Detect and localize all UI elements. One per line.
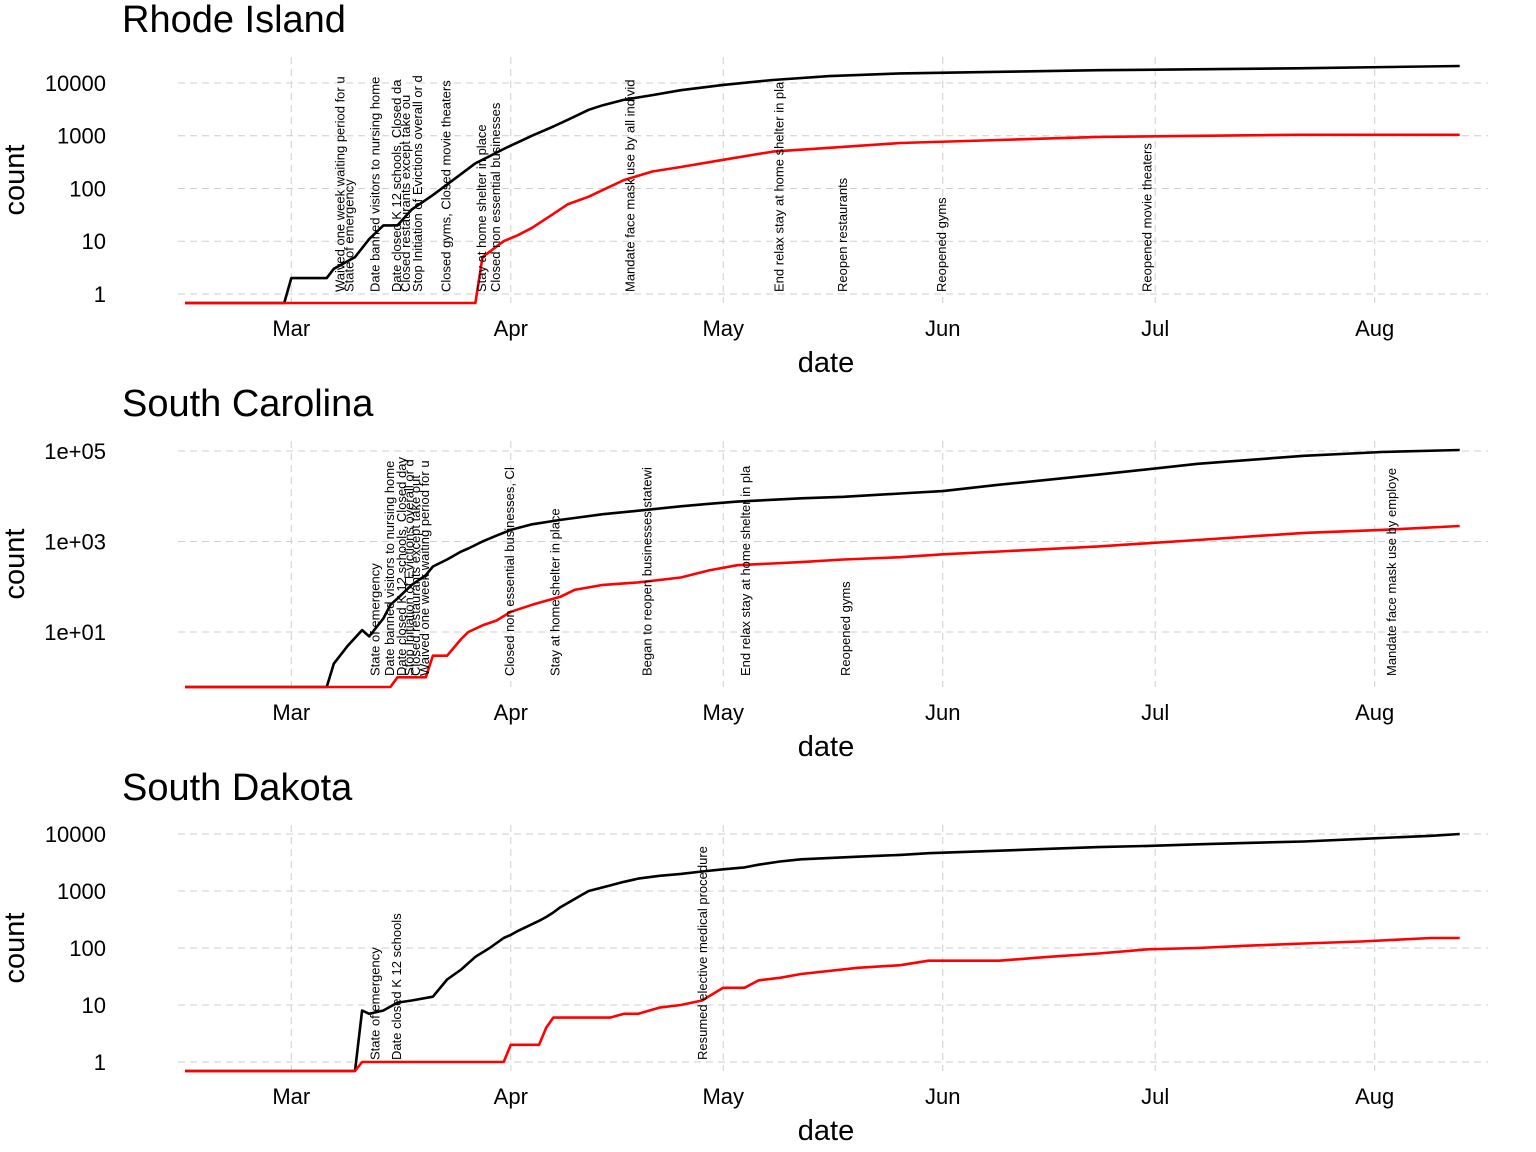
annotation: Stay at home shelter in place	[548, 508, 563, 676]
annotation: Waived one week waiting period for u	[332, 76, 347, 292]
annotation: Date banned visitors to nursing home	[368, 77, 383, 292]
annotation: Closed restaurants except take out	[408, 475, 423, 676]
x-axis-label: date	[798, 347, 854, 379]
x-tick-label: May	[702, 700, 744, 725]
y-axis-label: count	[0, 913, 31, 984]
annotation: Waived one week waiting period for u	[417, 460, 432, 676]
series-line	[185, 448, 1460, 689]
y-tick-label: 10000	[45, 71, 106, 96]
annotation: Reopened movie theaters	[1140, 143, 1155, 292]
annotation: Mandate face mask use by all individ	[623, 80, 638, 292]
panel: South Dakota 1 10 100 1000 10000 Mar Apr May Jun J…	[0, 767, 1488, 1147]
annotation: Stop Initiation of Evictions overall or …	[410, 75, 425, 292]
chart-title: South Dakota	[122, 767, 353, 809]
annotation: Reopened gyms	[934, 197, 949, 292]
series-line	[185, 64, 1460, 305]
y-tick-label: 1e+01	[44, 620, 106, 645]
y-tick-label: 1000	[57, 879, 106, 904]
chart-title: Rhode Island	[122, 0, 346, 41]
annotation: Stop Initiation of Evictions overall or …	[402, 459, 417, 676]
series-line	[185, 936, 1460, 1073]
annotation: Date banned visitors to nursing home	[382, 461, 397, 676]
y-tick-label: 10	[82, 993, 106, 1018]
x-tick-label: Aug	[1355, 316, 1394, 341]
y-tick-label: 100	[69, 936, 106, 961]
x-tick-label: Mar	[272, 1084, 310, 1109]
y-tick-label: 1	[94, 282, 106, 307]
y-tick-label: 1e+03	[44, 529, 106, 554]
annotation: Closed non essential businesses, Cl	[502, 467, 517, 676]
x-tick-label: Aug	[1355, 1084, 1394, 1109]
annotation: Reopened gyms	[838, 581, 853, 676]
y-tick-label: 10	[82, 229, 106, 254]
x-tick-label: May	[702, 316, 744, 341]
panel: South Carolina 1e+01 1e+03 1e+05 Mar Apr May Ju…	[0, 383, 1488, 763]
x-tick-label: Jul	[1141, 1084, 1169, 1109]
series-line	[185, 133, 1460, 305]
x-tick-label: Apr	[494, 700, 528, 725]
annotation: State of emergency	[368, 563, 383, 676]
annotation: Closed restaurants except take ou	[398, 95, 413, 292]
annotation: Closed gyms, Closed movie theaters	[439, 80, 454, 292]
x-tick-label: Mar	[272, 316, 310, 341]
x-tick-label: Jul	[1141, 700, 1169, 725]
panel: Rhode Island 1 10 100 1000 10000 Mar Apr May Jun J…	[0, 0, 1488, 379]
annotation: Began to reopen businesses statewi	[640, 467, 655, 676]
series-line	[185, 524, 1460, 689]
y-tick-label: 100	[69, 176, 106, 201]
x-tick-label: Jun	[925, 1084, 960, 1109]
annotation: Mandate face mask use by employe	[1384, 468, 1399, 676]
annotation: Date closed K 12 schools, Closed da	[389, 79, 404, 292]
x-tick-label: Mar	[272, 700, 310, 725]
y-tick-label: 1000	[57, 124, 106, 149]
x-tick-label: Jun	[925, 700, 960, 725]
x-tick-label: Aug	[1355, 700, 1394, 725]
annotation: Closed non essential businesses	[488, 102, 503, 292]
x-axis-label: date	[798, 731, 854, 763]
x-tick-label: Jul	[1141, 316, 1169, 341]
x-tick-label: Apr	[494, 316, 528, 341]
y-axis-label: count	[0, 529, 31, 600]
annotation: State of emergency	[368, 947, 383, 1060]
y-axis-label: count	[0, 145, 31, 216]
y-tick-label: 1	[94, 1050, 106, 1075]
annotation: End relax stay at home shelter in pla	[738, 465, 753, 676]
annotation: State of emergency	[342, 179, 357, 292]
annotation: End relax stay at home shelter in pla	[771, 81, 786, 292]
x-tick-label: Jun	[925, 316, 960, 341]
y-tick-label: 1e+05	[44, 439, 106, 464]
annotation: Resumed elective medical procedure	[695, 846, 710, 1060]
series-line	[185, 832, 1460, 1073]
annotation: Reopen restaurants	[835, 177, 850, 292]
x-tick-label: May	[702, 1084, 744, 1109]
annotation: Date closed K 12 schools	[389, 913, 404, 1060]
annotation: Stay at home shelter in place	[474, 124, 489, 292]
annotation: Date closed K 12 schools, Closed day	[394, 457, 409, 676]
x-axis-label: date	[798, 1115, 854, 1147]
y-tick-label: 10000	[45, 822, 106, 847]
chart-title: South Carolina	[122, 383, 374, 425]
x-tick-label: Apr	[494, 1084, 528, 1109]
